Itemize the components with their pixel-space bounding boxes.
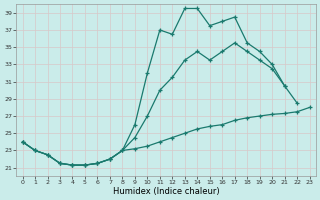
X-axis label: Humidex (Indice chaleur): Humidex (Indice chaleur) (113, 187, 220, 196)
